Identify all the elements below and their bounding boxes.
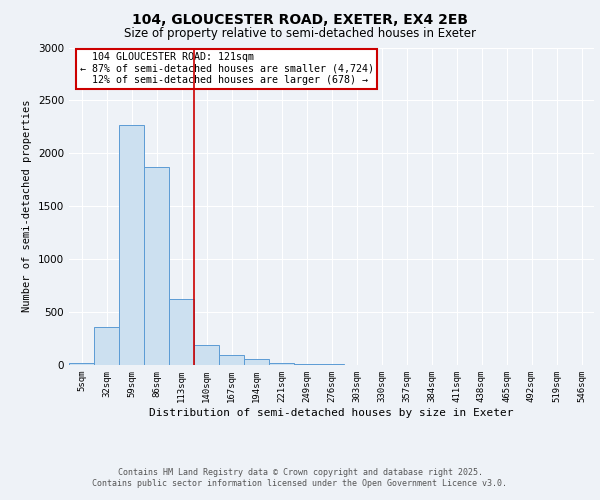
Bar (219, 355, 244, 365)
Text: 104 GLOUCESTER ROAD: 121sqm
← 87% of semi-detached houses are smaller (4,724)
  : 104 GLOUCESTER ROAD: 121sqm ← 87% of sem… (79, 52, 373, 86)
Text: Contains HM Land Registry data © Crown copyright and database right 2025.
Contai: Contains HM Land Registry data © Crown c… (92, 468, 508, 487)
Text: 104, GLOUCESTER ROAD, EXETER, EX4 2EB: 104, GLOUCESTER ROAD, EXETER, EX4 2EB (132, 12, 468, 26)
Bar (269, 363, 294, 365)
Bar (244, 358, 269, 365)
Bar (194, 346, 219, 365)
Bar (169, 300, 194, 365)
Bar (144, 167, 169, 365)
Bar (294, 364, 319, 365)
Text: Size of property relative to semi-detached houses in Exeter: Size of property relative to semi-detach… (124, 28, 476, 40)
Bar (69, 364, 94, 365)
Y-axis label: Number of semi-detached properties: Number of semi-detached properties (22, 100, 32, 312)
Bar (119, 125, 144, 365)
X-axis label: Distribution of semi-detached houses by size in Exeter: Distribution of semi-detached houses by … (149, 408, 514, 418)
Bar (319, 364, 344, 365)
Bar (94, 327, 119, 365)
